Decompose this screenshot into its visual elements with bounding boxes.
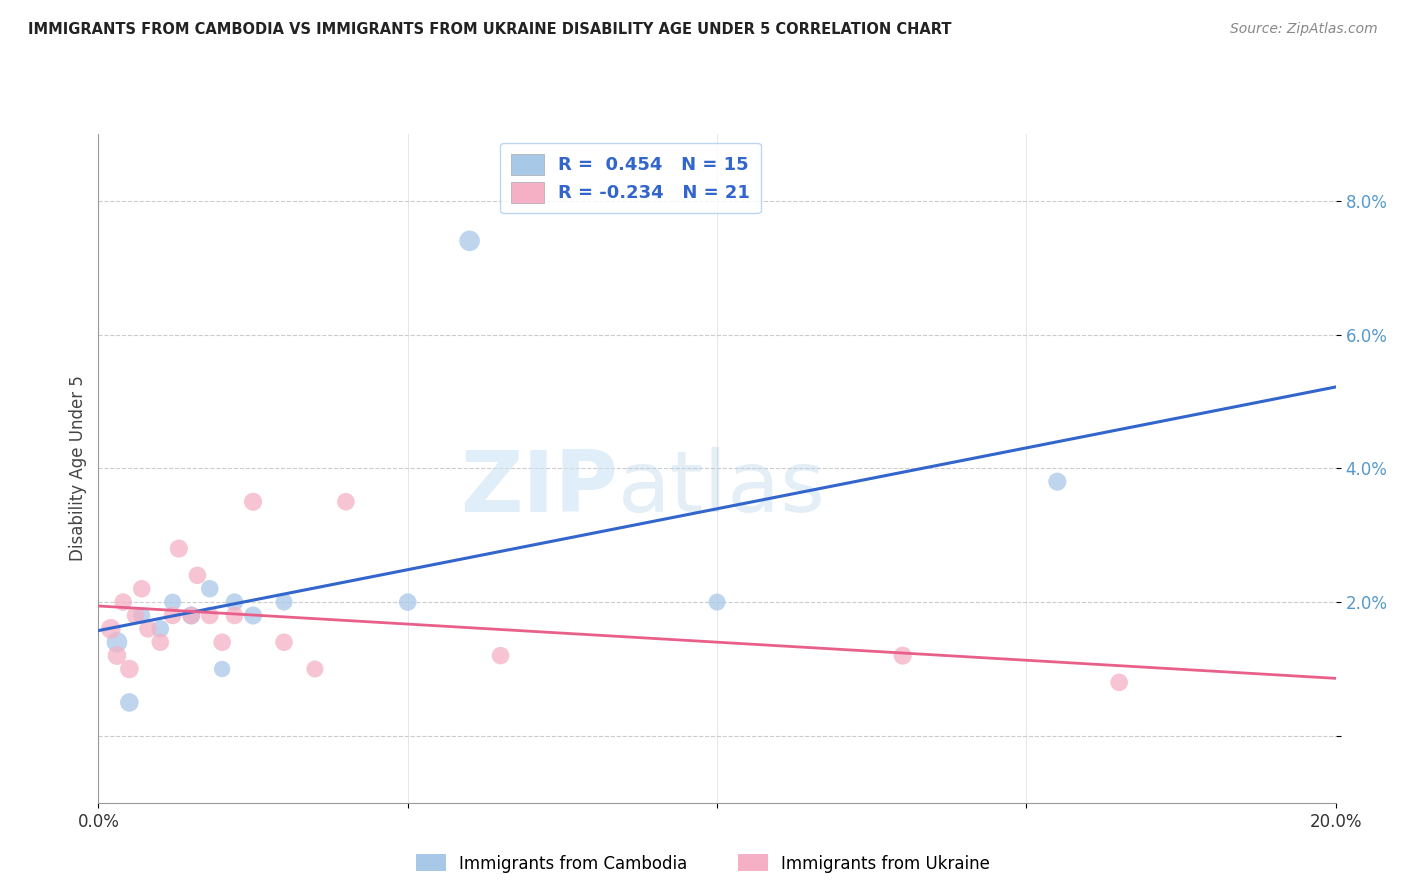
Point xyxy=(162,595,184,609)
Point xyxy=(136,622,159,636)
Text: ZIP: ZIP xyxy=(460,447,619,530)
Legend: R =  0.454   N = 15, R = -0.234   N = 21: R = 0.454 N = 15, R = -0.234 N = 21 xyxy=(501,143,761,213)
Point xyxy=(273,635,295,649)
Point xyxy=(124,608,146,623)
Point xyxy=(180,608,202,623)
Point xyxy=(186,568,208,582)
Point xyxy=(1046,475,1069,489)
Point xyxy=(118,696,141,710)
Point xyxy=(242,608,264,623)
Point xyxy=(304,662,326,676)
Point xyxy=(458,234,481,248)
Point xyxy=(198,582,221,596)
Text: Source: ZipAtlas.com: Source: ZipAtlas.com xyxy=(1230,22,1378,37)
Point xyxy=(105,648,128,663)
Point xyxy=(396,595,419,609)
Legend: Immigrants from Cambodia, Immigrants from Ukraine: Immigrants from Cambodia, Immigrants fro… xyxy=(409,847,997,880)
Point xyxy=(335,494,357,508)
Point xyxy=(149,635,172,649)
Point xyxy=(891,648,914,663)
Point xyxy=(211,635,233,649)
Text: atlas: atlas xyxy=(619,447,827,530)
Text: IMMIGRANTS FROM CAMBODIA VS IMMIGRANTS FROM UKRAINE DISABILITY AGE UNDER 5 CORRE: IMMIGRANTS FROM CAMBODIA VS IMMIGRANTS F… xyxy=(28,22,952,37)
Point xyxy=(112,595,135,609)
Point xyxy=(149,622,172,636)
Point xyxy=(224,595,246,609)
Point xyxy=(131,608,153,623)
Point xyxy=(489,648,512,663)
Point xyxy=(131,582,153,596)
Point xyxy=(706,595,728,609)
Point xyxy=(242,494,264,508)
Point xyxy=(273,595,295,609)
Point xyxy=(162,608,184,623)
Point xyxy=(100,622,122,636)
Point xyxy=(167,541,190,556)
Point xyxy=(198,608,221,623)
Y-axis label: Disability Age Under 5: Disability Age Under 5 xyxy=(69,376,87,561)
Point xyxy=(105,635,128,649)
Point xyxy=(180,608,202,623)
Point xyxy=(118,662,141,676)
Point xyxy=(211,662,233,676)
Point xyxy=(224,608,246,623)
Point xyxy=(1108,675,1130,690)
